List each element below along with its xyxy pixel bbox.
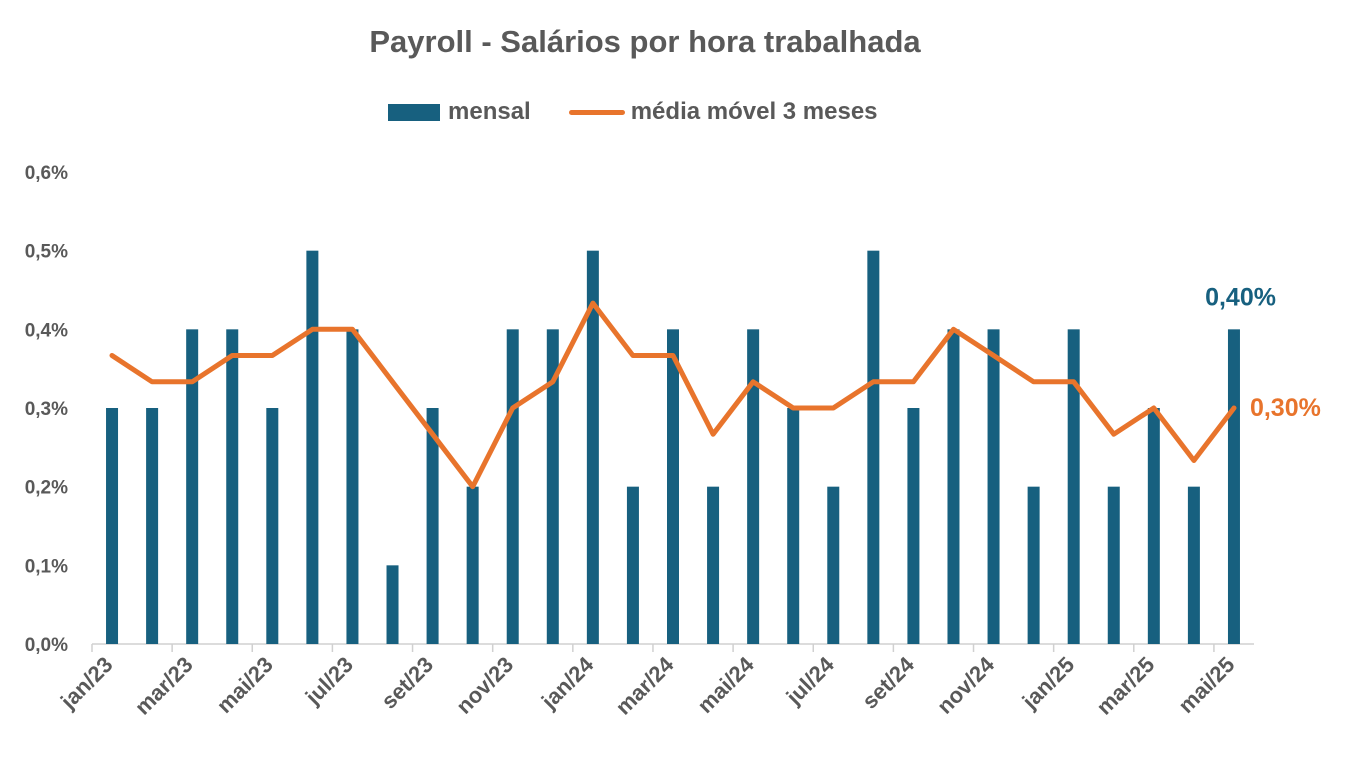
bar-set/24	[907, 408, 920, 644]
legend-label-mensal: mensal	[448, 98, 531, 125]
y-tick-label: 0,0%	[25, 635, 68, 656]
bar-nov/24	[987, 329, 1000, 644]
x-tick-label: jul/24	[781, 651, 840, 710]
x-tick-label: nov/24	[932, 651, 1000, 719]
x-tick-label: jan/25	[1017, 652, 1079, 714]
chart-title: Payroll - Salários por hora trabalhada	[369, 24, 921, 59]
legend: mensal média móvel 3 meses	[388, 98, 878, 126]
bar-abr/25	[1187, 486, 1200, 644]
bar-fev/25	[1107, 486, 1120, 644]
bar-mai/25	[1227, 329, 1240, 644]
end-label-media-movel: 0,30%	[1250, 394, 1321, 422]
bar-mar/23	[186, 329, 199, 644]
y-tick-label: 0,4%	[25, 320, 68, 341]
bar-mar/24	[667, 329, 679, 644]
x-tick-label: mai/24	[693, 651, 760, 718]
bar-fev/24	[626, 486, 639, 644]
bar-mai/23	[266, 408, 279, 644]
bar-jan/25	[1067, 329, 1080, 644]
x-tick-label: mai/23	[212, 652, 278, 718]
bar-fev/23	[146, 408, 159, 644]
x-tick-label: mar/24	[611, 651, 679, 719]
bar-mar/25	[1147, 408, 1160, 644]
legend-swatch-line	[568, 109, 625, 115]
bar-out/24	[947, 329, 960, 644]
bar-jul/23	[346, 329, 359, 644]
legend-label-media-movel: média móvel 3 meses	[630, 98, 878, 125]
bar-out/23	[466, 486, 479, 644]
x-tick-label: mar/25	[1091, 652, 1159, 720]
x-tick-label: set/23	[376, 652, 438, 714]
legend-swatch-bar	[388, 103, 440, 121]
bar-dez/24	[1027, 486, 1040, 644]
end-label-mensal: 0,40%	[1205, 283, 1276, 311]
bar-jan/24	[586, 250, 599, 644]
y-tick-label: 0,2%	[25, 478, 68, 499]
y-tick-label: 0,1%	[25, 556, 68, 577]
bar-nov/23	[506, 329, 519, 644]
legend-item-mensal: mensal	[388, 98, 531, 126]
x-tick-label: nov/23	[451, 652, 518, 719]
bar-jun/23	[306, 250, 319, 644]
y-tick-label: 0,6%	[25, 163, 68, 184]
legend-item-media-movel: média móvel 3 meses	[568, 98, 878, 126]
x-tick-label: set/24	[857, 651, 919, 713]
bar-jun/24	[787, 408, 800, 644]
y-tick-label: 0,5%	[25, 242, 68, 263]
bar-jan/23	[106, 408, 119, 644]
x-tick-label: jul/23	[300, 652, 358, 710]
y-tick-label: 0,3%	[25, 399, 68, 420]
bar-ago/23	[386, 565, 399, 644]
bar-set/23	[426, 408, 439, 644]
x-tick-label: mar/23	[130, 652, 198, 720]
series-line-media-movel	[109, 300, 1237, 490]
bar-mai/24	[747, 329, 760, 644]
x-tick-label: mai/25	[1173, 652, 1239, 718]
bar-jul/24	[827, 486, 840, 644]
bar-abr/24	[707, 486, 720, 644]
x-tick-label: jan/24	[536, 651, 599, 714]
bar-ago/24	[867, 250, 880, 644]
bar-abr/23	[226, 329, 239, 644]
bar-dez/23	[546, 329, 559, 644]
x-tick-label: jan/23	[55, 652, 117, 714]
